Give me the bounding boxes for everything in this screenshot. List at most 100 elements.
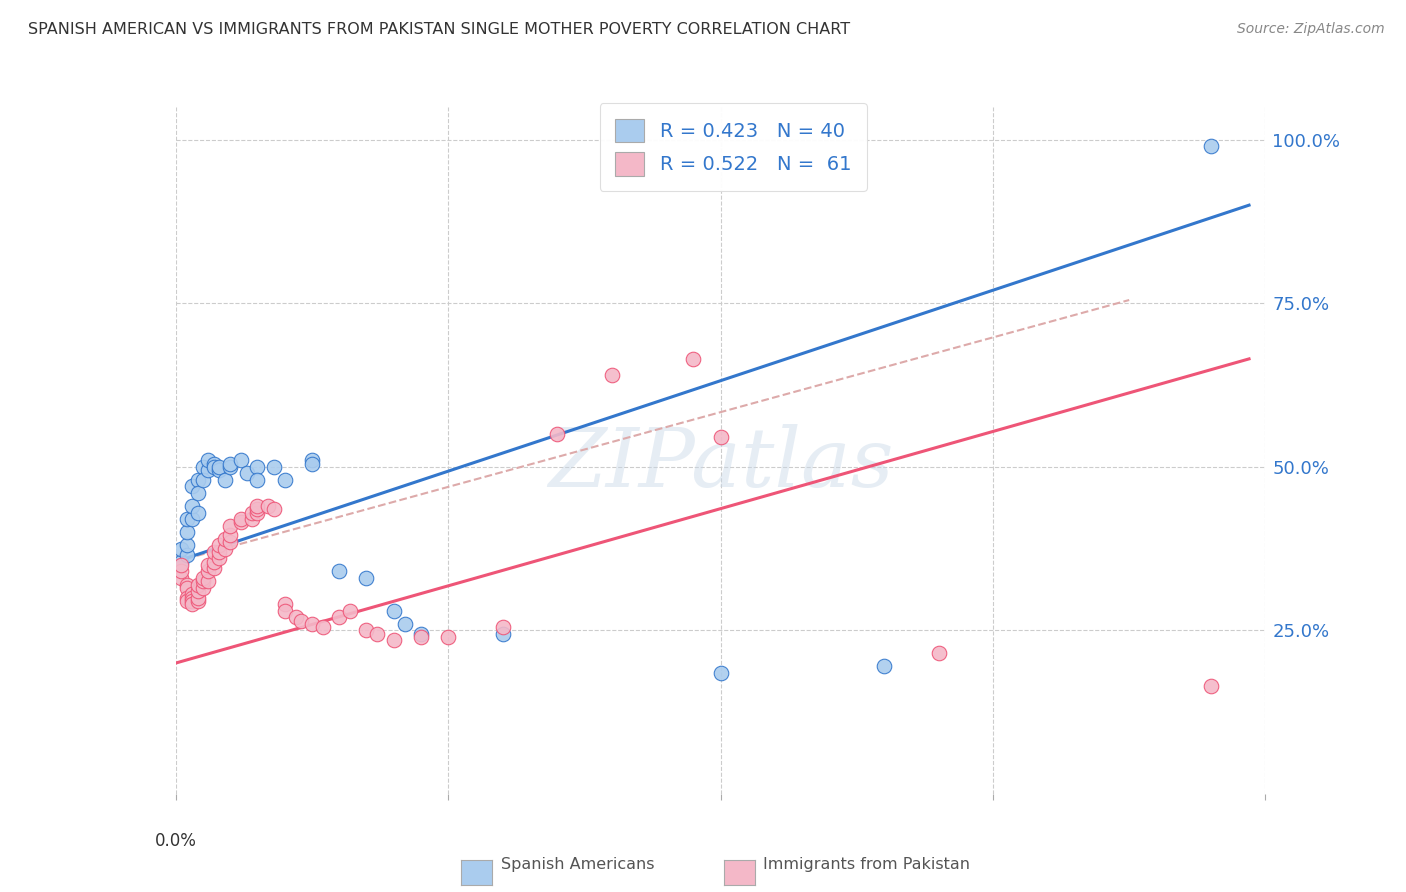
Point — [186, 506, 209, 520]
Point — [191, 581, 214, 595]
Point — [181, 587, 204, 601]
Point — [301, 453, 323, 467]
Point — [546, 427, 568, 442]
Point — [208, 545, 231, 559]
Point — [231, 516, 253, 530]
Point — [231, 512, 253, 526]
Point — [301, 457, 323, 471]
Point — [274, 597, 297, 611]
Point — [366, 626, 388, 640]
Point — [246, 473, 269, 487]
Point — [219, 518, 242, 533]
Point — [191, 574, 214, 589]
Point — [202, 459, 225, 474]
Point — [356, 571, 378, 585]
Text: 0.0%: 0.0% — [155, 831, 197, 850]
Point — [214, 532, 236, 546]
Text: Immigrants from Pakistan: Immigrants from Pakistan — [763, 857, 970, 872]
Point — [246, 502, 269, 516]
Legend: R = 0.423   N = 40, R = 0.522   N =  61: R = 0.423 N = 40, R = 0.522 N = 61 — [599, 103, 868, 191]
Point — [240, 512, 263, 526]
Point — [197, 463, 219, 477]
Point — [186, 591, 209, 605]
Point — [176, 581, 198, 595]
Point — [208, 463, 231, 477]
Point — [246, 459, 269, 474]
Point — [176, 591, 198, 605]
Point — [409, 626, 432, 640]
Point — [328, 610, 350, 624]
Text: ZIPatlas: ZIPatlas — [548, 425, 893, 504]
Point — [181, 594, 204, 608]
Point — [257, 499, 280, 513]
Point — [492, 620, 515, 634]
Point — [356, 624, 378, 638]
Point — [186, 577, 209, 591]
Point — [274, 604, 297, 618]
Point — [186, 584, 209, 599]
Point — [202, 457, 225, 471]
Point — [710, 665, 733, 680]
Point — [191, 459, 214, 474]
Point — [600, 368, 623, 383]
Point — [181, 479, 204, 493]
Point — [339, 604, 361, 618]
Point — [197, 558, 219, 572]
Point — [176, 538, 198, 552]
Point — [312, 620, 335, 634]
Point — [290, 614, 312, 628]
Point — [382, 633, 405, 648]
Point — [382, 604, 405, 618]
Point — [181, 499, 204, 513]
Point — [191, 473, 214, 487]
Point — [263, 459, 285, 474]
Point — [231, 453, 253, 467]
Point — [170, 541, 193, 556]
Point — [328, 565, 350, 579]
Point — [197, 453, 219, 467]
Point — [186, 486, 209, 500]
Point — [176, 548, 198, 562]
Point — [176, 525, 198, 540]
Point — [682, 351, 704, 366]
Point — [219, 535, 242, 549]
Point — [176, 577, 198, 591]
Point — [176, 512, 198, 526]
Point — [219, 457, 242, 471]
Point — [301, 616, 323, 631]
Point — [873, 659, 896, 673]
Point — [208, 459, 231, 474]
Point — [274, 473, 297, 487]
Point — [197, 565, 219, 579]
Text: SPANISH AMERICAN VS IMMIGRANTS FROM PAKISTAN SINGLE MOTHER POVERTY CORRELATION C: SPANISH AMERICAN VS IMMIGRANTS FROM PAKI… — [28, 22, 851, 37]
Point — [240, 506, 263, 520]
Point — [186, 473, 209, 487]
Point — [208, 551, 231, 566]
Point — [191, 571, 214, 585]
Point — [394, 616, 416, 631]
Point — [170, 565, 193, 579]
Text: Source: ZipAtlas.com: Source: ZipAtlas.com — [1237, 22, 1385, 37]
Point — [492, 626, 515, 640]
Point — [246, 499, 269, 513]
Text: Spanish Americans: Spanish Americans — [501, 857, 654, 872]
Point — [409, 630, 432, 644]
Point — [170, 571, 193, 585]
Point — [219, 528, 242, 542]
Point — [214, 473, 236, 487]
Point — [710, 430, 733, 444]
Point — [246, 506, 269, 520]
Point — [197, 574, 219, 589]
Point — [202, 545, 225, 559]
Point — [1199, 139, 1222, 153]
Point — [186, 594, 209, 608]
Point — [208, 538, 231, 552]
Point — [263, 502, 285, 516]
Point — [181, 512, 204, 526]
Point — [219, 459, 242, 474]
Point — [214, 541, 236, 556]
Point — [202, 561, 225, 575]
Point — [170, 555, 193, 569]
Point — [170, 558, 193, 572]
Point — [928, 646, 950, 660]
